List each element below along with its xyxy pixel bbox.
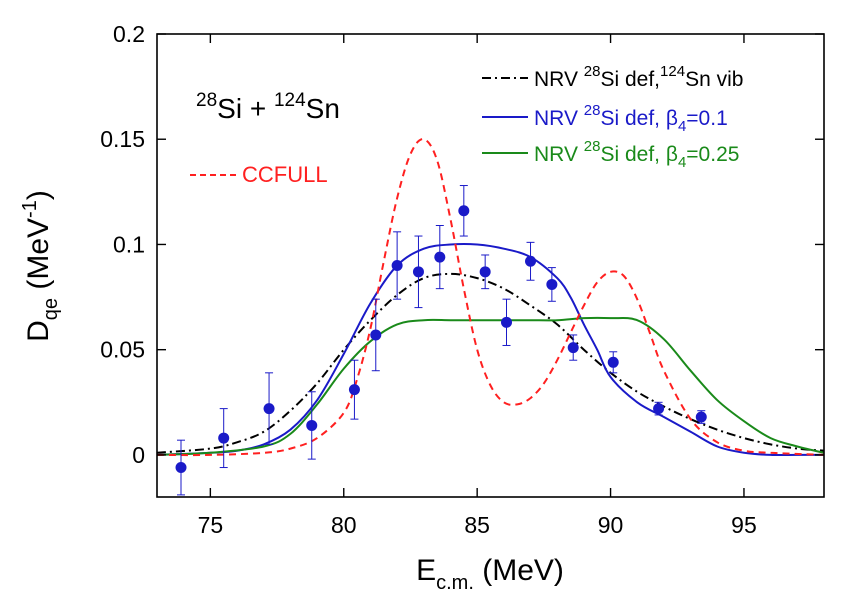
data-point	[479, 266, 491, 278]
data-point	[607, 356, 619, 368]
data-point	[653, 403, 665, 415]
data-point	[546, 278, 558, 290]
legend: NRV 28Si def,124Sn vib NRV 28Si def, β4=…	[482, 63, 743, 171]
x-tick-label: 85	[464, 512, 490, 538]
data-point	[434, 251, 446, 263]
legend-label-nrv-b025: NRV 28Si def, β4=0.25	[534, 138, 739, 171]
data-point	[391, 260, 403, 271]
legend-label-nrv-b01: NRV 28Si def, β4=0.1	[534, 102, 728, 135]
data-point	[695, 411, 707, 423]
y-tick-label: 0.1	[113, 231, 145, 257]
legend-item-nrv-b01: NRV 28Si def, β4=0.1	[482, 102, 728, 135]
series-line-nrv_b01	[157, 242, 824, 457]
data-point	[412, 266, 424, 278]
reaction-annotation: 28Si + 124Sn	[196, 90, 340, 124]
legend-ccfull: CCFULL	[190, 162, 328, 187]
legend-ccfull-label: CCFULL	[242, 162, 328, 187]
legend-item-nrv-b025: NRV 28Si def, β4=0.25	[482, 138, 739, 171]
data-point	[458, 205, 470, 217]
x-tick-label: 80	[331, 512, 357, 538]
data-point	[370, 329, 382, 341]
data-point	[218, 432, 230, 444]
series-line-ccfull	[157, 138, 824, 457]
y-tick-label: 0.05	[100, 337, 145, 363]
x-tick-label: 90	[598, 512, 624, 538]
plot-frame	[156, 33, 825, 498]
y-tick-label: 0.2	[113, 21, 145, 47]
data-point	[525, 255, 537, 267]
y-tick-label: 0.15	[100, 126, 145, 152]
x-tick-label: 75	[198, 512, 224, 538]
legend-label-nrv-vib: NRV 28Si def,124Sn vib	[534, 63, 743, 91]
y-axis-label: Dqe (MeV-1)	[19, 190, 62, 342]
data-point	[175, 462, 187, 474]
y-axis: 0 0.05 0.1 0.15 0.2	[100, 21, 824, 468]
x-axis-label: Ec.m. (MeV)	[416, 554, 564, 594]
data-point	[501, 316, 513, 328]
series-line-nrv_b025	[157, 316, 824, 456]
data-points-layer	[175, 185, 707, 496]
series-line-nrv_vib	[157, 272, 824, 454]
legend-item-nrv-vib: NRV 28Si def,124Sn vib	[482, 63, 743, 91]
data-point	[567, 342, 579, 354]
y-tick-label: 0	[132, 442, 145, 468]
x-tick-label: 95	[731, 512, 757, 538]
data-point	[306, 419, 318, 431]
data-point	[263, 403, 275, 415]
data-point	[348, 384, 360, 396]
x-axis: 75 80 85 90 95	[198, 34, 757, 538]
